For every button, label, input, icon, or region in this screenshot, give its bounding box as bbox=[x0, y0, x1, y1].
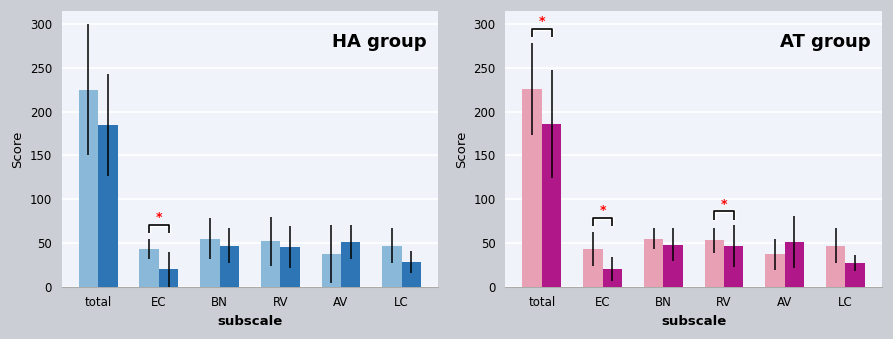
Bar bbox=[765, 254, 785, 286]
Text: *: * bbox=[599, 204, 605, 217]
Bar bbox=[644, 239, 663, 286]
Bar bbox=[522, 89, 542, 286]
Text: *: * bbox=[538, 15, 545, 28]
X-axis label: subscale: subscale bbox=[661, 315, 726, 328]
Bar bbox=[402, 262, 421, 286]
Bar bbox=[542, 124, 561, 286]
Bar bbox=[261, 241, 280, 286]
Text: HA group: HA group bbox=[332, 33, 427, 51]
X-axis label: subscale: subscale bbox=[217, 315, 282, 328]
Bar bbox=[98, 125, 118, 286]
Bar bbox=[341, 242, 361, 286]
Bar bbox=[785, 242, 805, 286]
Bar bbox=[705, 240, 724, 286]
Bar bbox=[321, 254, 341, 286]
Bar bbox=[139, 249, 159, 286]
Bar bbox=[826, 245, 846, 286]
Text: *: * bbox=[721, 198, 727, 211]
Bar bbox=[280, 247, 300, 286]
Bar bbox=[603, 269, 622, 286]
Bar bbox=[663, 245, 682, 286]
Bar bbox=[846, 263, 865, 286]
Bar bbox=[159, 269, 179, 286]
Bar bbox=[583, 249, 603, 286]
Bar bbox=[79, 90, 98, 286]
Y-axis label: Score: Score bbox=[455, 130, 468, 167]
Bar bbox=[382, 245, 402, 286]
Text: *: * bbox=[155, 211, 162, 224]
Y-axis label: Score: Score bbox=[11, 130, 24, 167]
Bar bbox=[724, 246, 744, 286]
Bar bbox=[200, 239, 220, 286]
Text: AT group: AT group bbox=[780, 33, 871, 51]
Bar bbox=[220, 245, 239, 286]
